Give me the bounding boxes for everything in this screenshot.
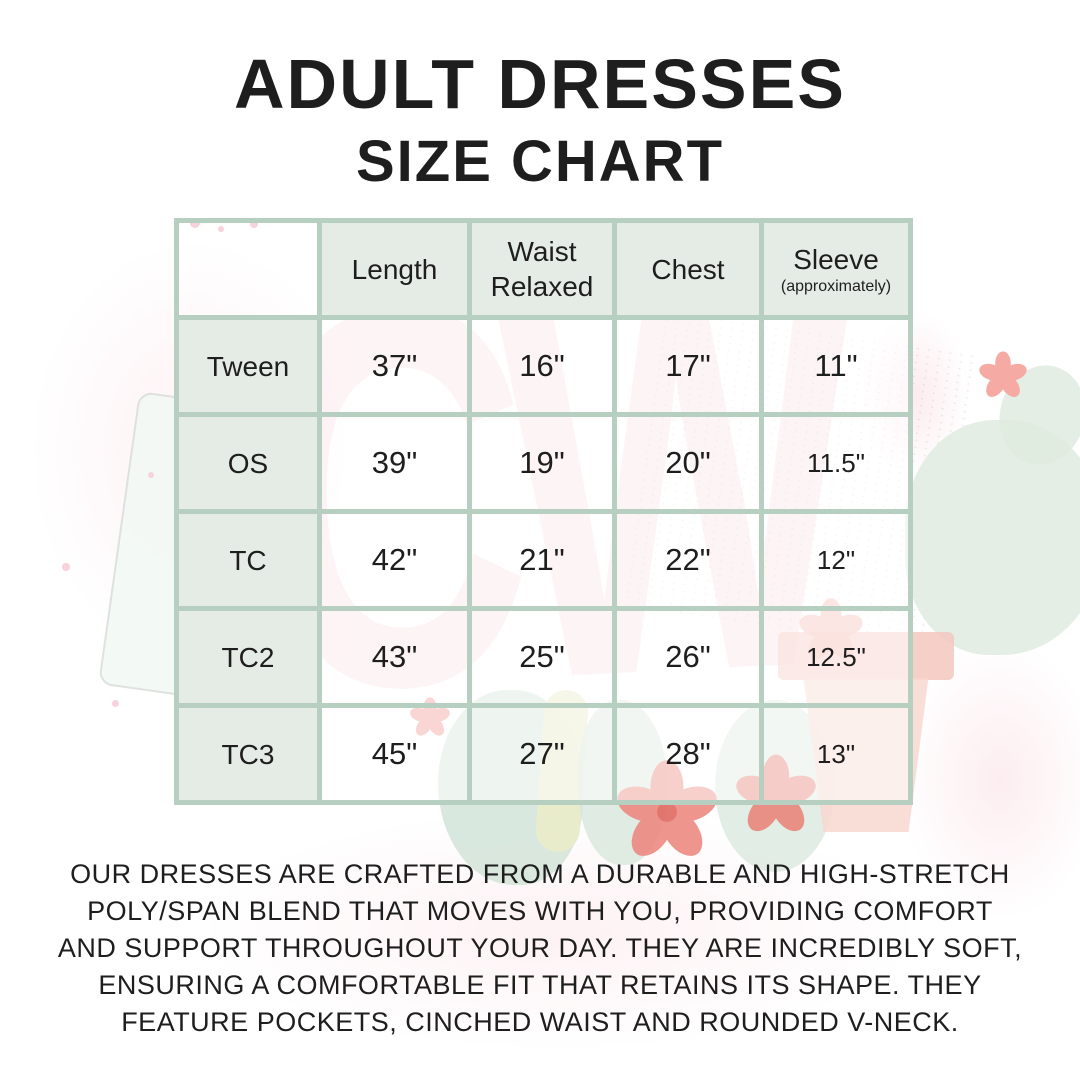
cell-tc2-sleeve: 12.5" bbox=[759, 606, 913, 708]
size-chart-table: Length Waist Relaxed Chest Sleeve (appro… bbox=[174, 218, 913, 805]
pink-dot bbox=[112, 700, 119, 707]
page-title: ADULT DRESSES bbox=[234, 45, 846, 123]
cactus-right-pad bbox=[905, 420, 1080, 655]
cell-os-sleeve: 11.5" bbox=[759, 412, 913, 514]
cactus-flower-icon bbox=[979, 351, 1027, 397]
header-waist-relaxed: Waist Relaxed bbox=[467, 218, 617, 320]
cell-tc2-chest: 26" bbox=[612, 606, 764, 708]
header-sleeve: Sleeve (approximately) bbox=[759, 218, 913, 320]
cell-tc-chest: 22" bbox=[612, 509, 764, 611]
description-line: AND SUPPORT THROUGHOUT YOUR DAY. THEY AR… bbox=[57, 933, 1023, 963]
page-subtitle: SIZE CHART bbox=[356, 129, 724, 194]
cell-tween-sleeve: 11" bbox=[759, 315, 913, 417]
row-label-tc3: TC3 bbox=[174, 703, 322, 805]
product-description: OUR DRESSES ARE CRAFTED FROM A DURABLE A… bbox=[0, 856, 1080, 1041]
cell-tc3-sleeve: 13" bbox=[759, 703, 913, 805]
pink-dot bbox=[148, 472, 154, 478]
cell-tween-length: 37" bbox=[317, 315, 472, 417]
cell-tc2-length: 43" bbox=[317, 606, 472, 708]
cell-tc-length: 42" bbox=[317, 509, 472, 611]
corner-cell bbox=[174, 218, 322, 320]
cell-tween-chest: 17" bbox=[612, 315, 764, 417]
cell-tc3-waist: 27" bbox=[467, 703, 617, 805]
header-chest: Chest bbox=[612, 218, 764, 320]
table-row: TC 42" 21" 22" 12" bbox=[174, 509, 913, 611]
cell-tc-waist: 21" bbox=[467, 509, 617, 611]
cell-os-length: 39" bbox=[317, 412, 472, 514]
cell-tc-sleeve: 12" bbox=[759, 509, 913, 611]
table-row: TC3 45" 27" 28" 13" bbox=[174, 703, 913, 805]
cell-tc3-length: 45" bbox=[317, 703, 472, 805]
header-row: Length Waist Relaxed Chest Sleeve (appro… bbox=[174, 218, 913, 320]
description-line: ENSURING A COMFORTABLE FIT THAT RETAINS … bbox=[98, 970, 982, 1000]
description-line: POLY/SPAN BLEND THAT MOVES WITH YOU, PRO… bbox=[87, 896, 993, 926]
header-length: Length bbox=[317, 218, 472, 320]
table-row: TC2 43" 25" 26" 12.5" bbox=[174, 606, 913, 708]
cell-os-chest: 20" bbox=[612, 412, 764, 514]
description-line: FEATURE POCKETS, CINCHED WAIST AND ROUND… bbox=[121, 1007, 959, 1037]
row-label-tc: TC bbox=[174, 509, 322, 611]
description-line: OUR DRESSES ARE CRAFTED FROM A DURABLE A… bbox=[70, 859, 1010, 889]
cell-tc2-waist: 25" bbox=[467, 606, 617, 708]
row-label-tween: Tween bbox=[174, 315, 322, 417]
table-row: Tween 37" 16" 17" 11" bbox=[174, 315, 913, 417]
table-row: OS 39" 19" 20" 11.5" bbox=[174, 412, 913, 514]
cell-tc3-chest: 28" bbox=[612, 703, 764, 805]
row-label-tc2: TC2 bbox=[174, 606, 322, 708]
row-label-os: OS bbox=[174, 412, 322, 514]
cell-os-waist: 19" bbox=[467, 412, 617, 514]
cell-tween-waist: 16" bbox=[467, 315, 617, 417]
pink-dot bbox=[62, 563, 70, 571]
